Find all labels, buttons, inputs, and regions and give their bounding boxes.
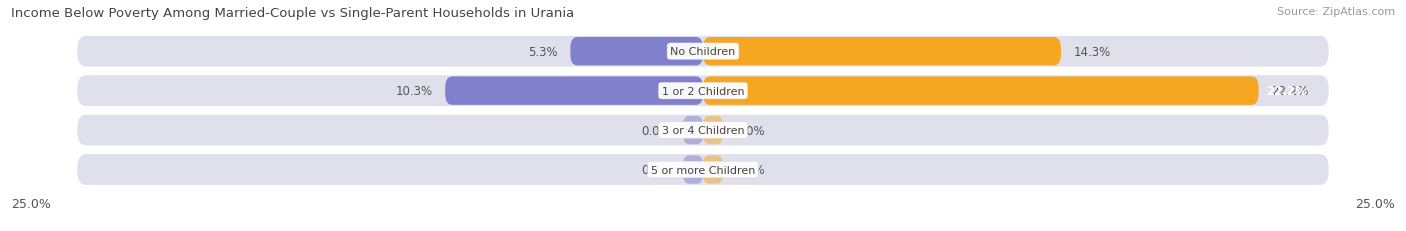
Text: 0.0%: 0.0%	[735, 163, 765, 176]
FancyBboxPatch shape	[703, 77, 1258, 105]
Text: 0.0%: 0.0%	[735, 124, 765, 137]
FancyBboxPatch shape	[77, 37, 1329, 67]
Text: 1 or 2 Children: 1 or 2 Children	[662, 86, 744, 96]
Text: 22.2%: 22.2%	[1267, 85, 1306, 98]
Text: 25.0%: 25.0%	[1355, 197, 1395, 210]
FancyBboxPatch shape	[703, 38, 1062, 66]
Text: Income Below Poverty Among Married-Couple vs Single-Parent Households in Urania: Income Below Poverty Among Married-Coupl…	[11, 7, 575, 20]
Text: 5.3%: 5.3%	[529, 46, 558, 58]
FancyBboxPatch shape	[703, 116, 723, 145]
FancyBboxPatch shape	[446, 77, 703, 105]
FancyBboxPatch shape	[77, 115, 1329, 146]
FancyBboxPatch shape	[77, 155, 1329, 185]
FancyBboxPatch shape	[77, 76, 1329, 106]
Text: 0.0%: 0.0%	[641, 163, 671, 176]
Text: 22.2%: 22.2%	[1271, 85, 1309, 98]
Text: 0.0%: 0.0%	[641, 124, 671, 137]
Text: Source: ZipAtlas.com: Source: ZipAtlas.com	[1277, 7, 1395, 17]
Text: 14.3%: 14.3%	[1073, 46, 1111, 58]
FancyBboxPatch shape	[703, 156, 723, 184]
Text: 10.3%: 10.3%	[395, 85, 433, 98]
Text: 5 or more Children: 5 or more Children	[651, 165, 755, 175]
Text: 25.0%: 25.0%	[11, 197, 51, 210]
FancyBboxPatch shape	[571, 38, 703, 66]
FancyBboxPatch shape	[683, 156, 703, 184]
FancyBboxPatch shape	[683, 116, 703, 145]
Text: 3 or 4 Children: 3 or 4 Children	[662, 125, 744, 136]
Text: No Children: No Children	[671, 47, 735, 57]
